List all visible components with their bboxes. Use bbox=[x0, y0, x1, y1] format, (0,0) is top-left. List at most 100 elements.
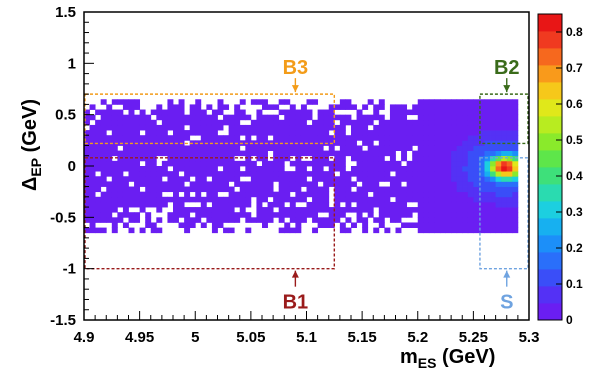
heatmap-cell bbox=[406, 130, 413, 136]
heatmap-cell bbox=[484, 196, 491, 203]
heatmap-cell bbox=[122, 150, 129, 157]
heatmap-cell bbox=[267, 145, 274, 151]
x-tick-label: 5.15 bbox=[348, 329, 377, 346]
heatmap-cell bbox=[412, 207, 419, 213]
heatmap-cell bbox=[412, 171, 419, 177]
heatmap-cell bbox=[289, 171, 296, 177]
heatmap-cell bbox=[451, 222, 458, 228]
heatmap-cell bbox=[406, 196, 413, 203]
heatmap-cell bbox=[306, 109, 313, 116]
heatmap-cell bbox=[211, 186, 218, 193]
heatmap-cell bbox=[262, 166, 268, 172]
heatmap-cell bbox=[100, 124, 107, 131]
heatmap-cell bbox=[462, 135, 469, 141]
heatmap-cell bbox=[156, 201, 163, 208]
heatmap-cell bbox=[273, 135, 280, 141]
heatmap-cell bbox=[189, 217, 196, 223]
heatmap-cell bbox=[134, 150, 141, 157]
heatmap-cell bbox=[223, 196, 230, 203]
heatmap-cell bbox=[284, 150, 291, 157]
heatmap-cell bbox=[262, 217, 268, 223]
heatmap-cell bbox=[484, 135, 491, 141]
region-b3-arrowhead bbox=[291, 85, 299, 93]
heatmap-cell bbox=[273, 160, 280, 167]
heatmap-cell bbox=[84, 207, 90, 213]
heatmap-cell bbox=[284, 99, 291, 105]
heatmap-cell bbox=[323, 114, 330, 121]
heatmap-cell bbox=[345, 99, 352, 105]
heatmap-cell bbox=[256, 171, 263, 177]
heatmap-cell bbox=[428, 212, 435, 218]
heatmap-cell bbox=[134, 99, 141, 105]
heatmap-cell bbox=[317, 124, 324, 131]
heatmap-cell bbox=[490, 171, 497, 177]
heatmap-cell bbox=[267, 186, 274, 193]
heatmap-cell bbox=[323, 217, 330, 223]
heatmap-cell bbox=[84, 119, 90, 126]
heatmap-cell bbox=[122, 135, 129, 141]
heatmap-cell bbox=[401, 114, 408, 121]
heatmap-cell bbox=[401, 171, 408, 177]
heatmap-cell bbox=[200, 201, 207, 208]
heatmap-cell bbox=[395, 166, 402, 172]
heatmap-cell bbox=[484, 145, 491, 151]
heatmap-cell bbox=[478, 201, 485, 208]
heatmap-cell bbox=[89, 212, 96, 218]
heatmap-cell bbox=[167, 155, 174, 162]
heatmap-cell bbox=[111, 191, 118, 198]
heatmap-cell bbox=[495, 176, 502, 182]
heatmap-cell bbox=[256, 176, 263, 182]
heatmap-cell bbox=[456, 99, 463, 105]
heatmap-cell bbox=[351, 222, 357, 228]
heatmap-cell bbox=[300, 160, 307, 167]
heatmap-cell bbox=[106, 201, 113, 208]
heatmap-cell bbox=[122, 130, 129, 136]
x-tick-label: 5.05 bbox=[236, 329, 265, 346]
heatmap-cell bbox=[501, 207, 508, 213]
heatmap-cell bbox=[167, 114, 174, 121]
heatmap-cell bbox=[117, 201, 124, 208]
heatmap-cell bbox=[134, 114, 141, 121]
heatmap-cell bbox=[423, 160, 430, 167]
heatmap-cell bbox=[200, 145, 207, 151]
heatmap-cell bbox=[395, 109, 402, 116]
heatmap-cell bbox=[267, 124, 274, 131]
heatmap-cell bbox=[250, 150, 257, 157]
heatmap-cell bbox=[156, 176, 163, 182]
heatmap-cell bbox=[312, 181, 319, 187]
heatmap-cell bbox=[267, 160, 274, 167]
heatmap-cell bbox=[206, 217, 213, 223]
heatmap-cell bbox=[95, 181, 102, 187]
heatmap-cell bbox=[323, 171, 330, 177]
heatmap-cell bbox=[89, 155, 96, 162]
heatmap-cell bbox=[362, 166, 369, 172]
heatmap-cell bbox=[95, 135, 102, 141]
heatmap-cell bbox=[284, 181, 291, 187]
heatmap-cell bbox=[417, 114, 424, 121]
heatmap-cell bbox=[184, 166, 191, 172]
heatmap-cell bbox=[250, 119, 257, 126]
heatmap-cell bbox=[289, 150, 296, 157]
heatmap-cell bbox=[189, 145, 196, 151]
heatmap-cell bbox=[134, 155, 141, 162]
heatmap-cell bbox=[145, 181, 152, 187]
heatmap-cell bbox=[473, 201, 480, 208]
heatmap-cell bbox=[295, 130, 302, 136]
heatmap-cell bbox=[306, 130, 313, 136]
heatmap-cell bbox=[84, 130, 90, 136]
heatmap-cell bbox=[139, 166, 146, 172]
heatmap-cell bbox=[278, 196, 285, 203]
heatmap-cell bbox=[256, 150, 263, 157]
heatmap-cell bbox=[167, 212, 174, 218]
heatmap-cell bbox=[189, 166, 196, 172]
heatmap-cell bbox=[100, 212, 107, 218]
heatmap-cell bbox=[295, 135, 302, 141]
heatmap-cell bbox=[156, 140, 163, 146]
heatmap-cell bbox=[262, 222, 268, 228]
heatmap-cell bbox=[117, 212, 124, 218]
heatmap-cell bbox=[300, 212, 307, 218]
heatmap-cell bbox=[161, 186, 168, 193]
heatmap-cell bbox=[312, 119, 319, 126]
heatmap-cell bbox=[445, 217, 452, 223]
heatmap-cell bbox=[378, 150, 385, 157]
